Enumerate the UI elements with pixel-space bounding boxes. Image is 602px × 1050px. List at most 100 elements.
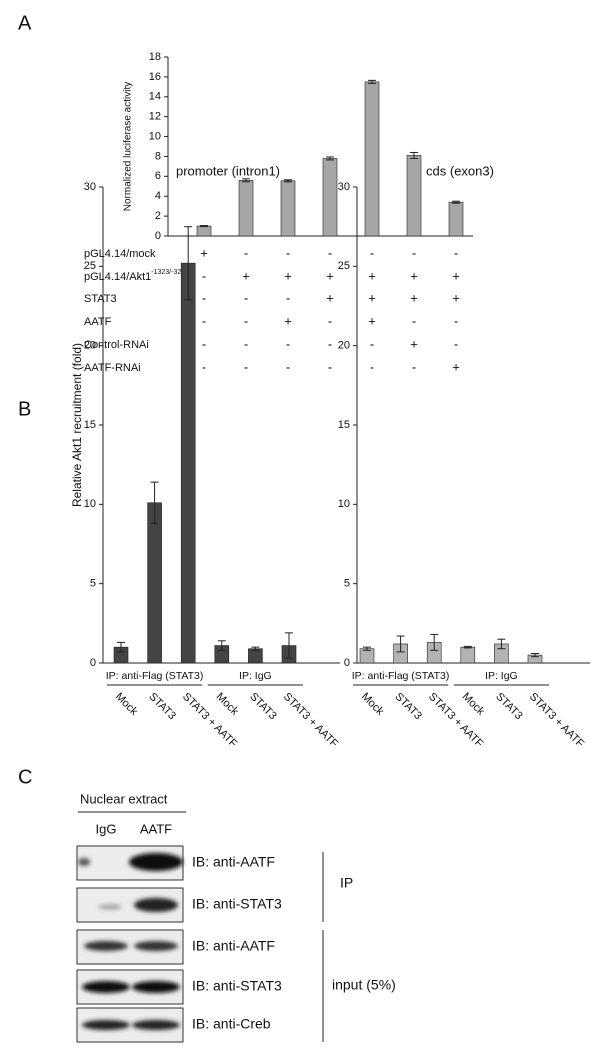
chart-title: promoter (intron1) [176,163,280,178]
condition-sign: - [244,359,248,374]
error-bar [396,635,405,653]
y-tick-label: 5 [344,578,350,590]
condition-name: pGL4.14/mock [84,248,156,260]
condition-sign: - [328,336,332,351]
error-bar [200,225,208,228]
lane-label: AATF [140,821,172,836]
group-label: IP: IgG [239,670,272,682]
condition-sign: + [326,290,334,305]
bar [406,155,422,237]
x-tick-label: Mock [113,691,140,718]
bar [448,201,464,237]
error-bar [284,179,292,183]
y-tick-label: 4 [155,190,161,202]
y-axis-label: Relative Akt1 recruitment (fold) [70,343,84,507]
condition-name: AATF [84,316,112,328]
blot-row-label: IB: anti-STAT3 [192,978,282,994]
error-bar [452,200,460,204]
panel-label: C [18,766,32,788]
condition-sign: - [202,290,206,305]
condition-name: AATF-RNAi [84,362,141,374]
condition-sign: + [326,268,334,283]
condition-sign: + [410,268,418,283]
condition-name: Control-RNAi [84,339,149,351]
group-label: IP: IgG [485,670,518,682]
panel-label: A [18,12,32,34]
bar [280,180,296,237]
lane-label: IgG [96,821,117,836]
y-tick-label: 0 [344,657,350,669]
error-bar [531,652,539,658]
condition-sign: - [370,359,374,374]
bracket-label: input (5%) [332,977,396,993]
condition-sign: - [454,336,458,351]
bar [248,648,263,664]
condition-sign: + [452,268,460,283]
y-tick-label: 10 [338,498,350,510]
x-tick-label: STAT3 + AATF [281,691,340,750]
error-bar [242,178,250,183]
y-tick-label: 18 [149,51,161,63]
condition-label: pGL4.14/mock [84,248,156,260]
x-tick-label: Mock [460,691,487,718]
y-tick-label: 15 [338,419,350,431]
condition-sign: - [328,245,332,260]
condition-sign: - [202,313,206,328]
condition-sign: - [412,245,416,260]
condition-sign: - [286,245,290,260]
y-tick-label: 6 [155,170,161,182]
x-tick-label: STAT3 [392,691,424,723]
error-bar [217,640,226,651]
condition-sign: - [286,359,290,374]
condition-sign: + [368,313,376,328]
condition-sign: - [370,245,374,260]
chart-title: cds (exon3) [426,163,494,178]
condition-sign: - [286,336,290,351]
condition-name: pGL4.14/Akt1 [84,271,151,283]
condition-sign: + [200,245,208,260]
condition-name: STAT3 [84,293,117,305]
error-bar [410,151,418,159]
error-bar [497,638,506,650]
condition-sign: - [412,313,416,328]
bracket-label: IP [340,875,353,891]
error-bar [463,645,472,649]
error-bar [285,632,293,659]
error-bar [363,646,371,651]
bar [147,502,162,664]
y-axis-label: Normalized luciferase activity [123,82,134,212]
error-bar [184,226,193,301]
x-tick-label: STAT3 + AATF [527,691,586,750]
condition-label: AATF [84,316,112,328]
condition-sign: + [410,336,418,351]
y-tick-label: 20 [338,340,350,352]
y-tick-label: 16 [149,71,161,83]
blot-row-label: IB: anti-Creb [192,1016,271,1032]
condition-sign: - [202,359,206,374]
condition-sign: - [244,336,248,351]
condition-superscript: -1323/-32 [151,269,181,276]
condition-sign: - [244,245,248,260]
condition-sign: + [368,268,376,283]
condition-label: AATF-RNAi [84,362,141,374]
x-tick-label: STAT3 [146,691,178,723]
condition-sign: - [454,245,458,260]
blot-strips [76,845,184,1043]
y-tick-label: 20 [84,340,96,352]
y-tick-label: 12 [149,111,161,123]
y-tick-label: 30 [338,181,350,193]
blot-row-label: IB: anti-STAT3 [192,896,282,912]
x-tick-label: Mock [359,691,386,718]
condition-sign: + [368,290,376,305]
condition-sign: - [328,313,332,328]
condition-sign: - [202,268,206,283]
condition-label: Control-RNAi [84,339,149,351]
x-tick-label: Mock [214,691,241,718]
x-tick-label: STAT3 [493,691,525,723]
y-tick-label: 10 [149,130,161,142]
condition-sign: - [328,359,332,374]
x-tick-label: STAT3 [247,691,279,723]
condition-sign: + [452,290,460,305]
blot-row-label: IB: anti-AATF [192,854,275,870]
bar [196,225,212,237]
